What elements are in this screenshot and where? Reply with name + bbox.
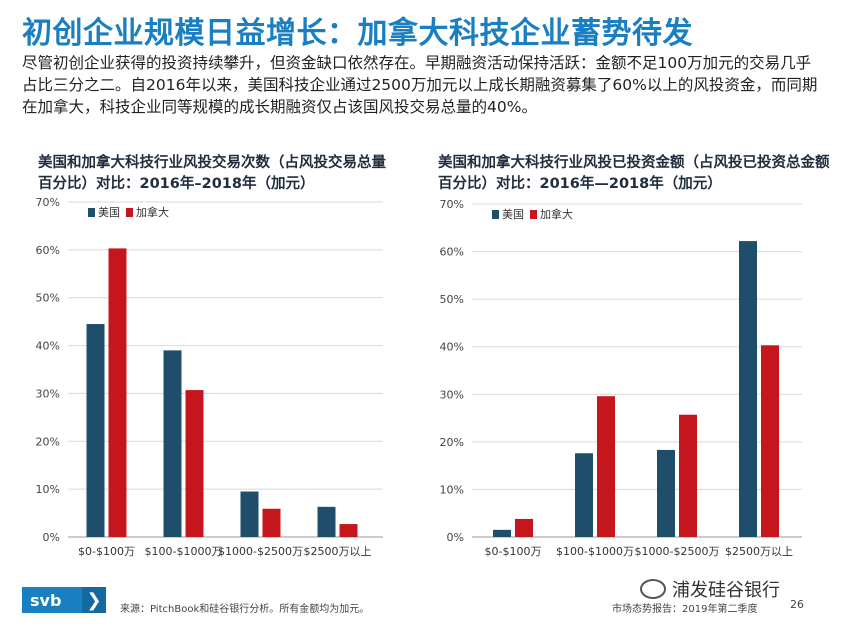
y-tick-label: 10% — [440, 483, 464, 496]
x-tick-label: $0-$100万 — [485, 545, 542, 558]
bar-us — [493, 529, 511, 537]
chart-deal-count: 0% 10% 20% 30% 40% 50% 60% 70% 美国 加拿大 $0-$100万 $100… — [36, 196, 383, 558]
y-tick-label: 50% — [36, 292, 60, 305]
legend-label: 美国 — [502, 208, 524, 221]
watermark-text: 浦发硅谷银行 — [672, 580, 780, 601]
legend-swatch — [492, 210, 499, 219]
x-tick-label: $0-$100万 — [78, 545, 135, 558]
y-tick-label: 0% — [447, 531, 464, 544]
watermark: 浦发硅谷银行 — [640, 576, 780, 602]
legend-label: 加拿大 — [540, 207, 573, 221]
bar-us — [163, 350, 182, 537]
x-tick-label: $100-$1000万 — [556, 545, 634, 558]
bar-us — [317, 506, 336, 537]
x-tick-label: $100-$1000万 — [145, 545, 223, 558]
bar-canada — [597, 396, 615, 537]
svb-logo: svb ❯ — [22, 587, 106, 613]
y-tick-label: 0% — [43, 531, 60, 544]
bar-us — [575, 453, 593, 537]
svb-logo-text: svb — [30, 590, 62, 610]
y-tick-label: 20% — [36, 435, 60, 448]
chart-capital-invested: 0% 10% 20% 30% 40% 50% 60% 70% 美国 加拿大 $0-$100万 $100… — [440, 198, 802, 558]
y-tick-label: 70% — [440, 198, 464, 211]
wechat-icon — [640, 579, 666, 599]
x-tick-label: $2500万以上 — [725, 545, 793, 558]
bar-canada — [339, 524, 358, 537]
legend-swatch — [126, 208, 133, 217]
chevron-right-icon: ❯ — [82, 587, 106, 613]
bar-canada — [108, 248, 127, 537]
x-tick-label: $2500万以上 — [304, 545, 372, 558]
y-tick-label: 10% — [36, 483, 60, 496]
y-tick-label: 50% — [440, 293, 464, 306]
y-tick-label: 60% — [36, 244, 60, 257]
intro-paragraph: 尽管初创企业获得的投资持续攀升，但资金缺口依然存在。早期融资活动保持活跃：金额不… — [22, 54, 818, 116]
source-note: 来源：PitchBook和硅谷银行分析。所有金额均为加元。 — [120, 604, 370, 615]
y-tick-label: 30% — [440, 388, 464, 401]
bar-us — [657, 449, 675, 537]
bar-canada — [761, 345, 779, 537]
y-tick-label: 20% — [440, 436, 464, 449]
bar-canada — [679, 414, 697, 537]
legend-label: 美国 — [98, 206, 120, 219]
chart-1-title: 美国和加拿大科技行业风投交易次数（占风投交易总量百分比）对比：2016年–201… — [38, 155, 386, 192]
x-tick-label: $1000-$2500万 — [635, 545, 720, 558]
page-number: 26 — [790, 598, 804, 611]
bar-canada — [515, 518, 533, 537]
bar-canada — [262, 508, 281, 537]
bar-us — [240, 491, 259, 537]
legend-label: 加拿大 — [136, 205, 169, 219]
y-tick-label: 70% — [36, 196, 60, 209]
y-tick-label: 40% — [440, 341, 464, 354]
x-tick-label: $1000-$2500万 — [218, 545, 303, 558]
legend-swatch — [530, 210, 537, 219]
y-tick-label: 60% — [440, 246, 464, 259]
report-name: 市场态势报告：2019年第二季度 — [612, 604, 758, 615]
bar-us — [86, 324, 105, 537]
legend-swatch — [88, 208, 95, 217]
bar-canada — [185, 390, 204, 537]
page-title: 初创企业规模日益增长：加拿大科技企业蓄势待发 — [22, 16, 693, 51]
y-tick-label: 40% — [36, 340, 60, 353]
chart-2-title: 美国和加拿大科技行业风投已投资金额（占风投已投资总金额百分比）对比：2016年—… — [438, 155, 830, 192]
y-tick-label: 30% — [36, 387, 60, 400]
bar-us — [739, 241, 757, 537]
